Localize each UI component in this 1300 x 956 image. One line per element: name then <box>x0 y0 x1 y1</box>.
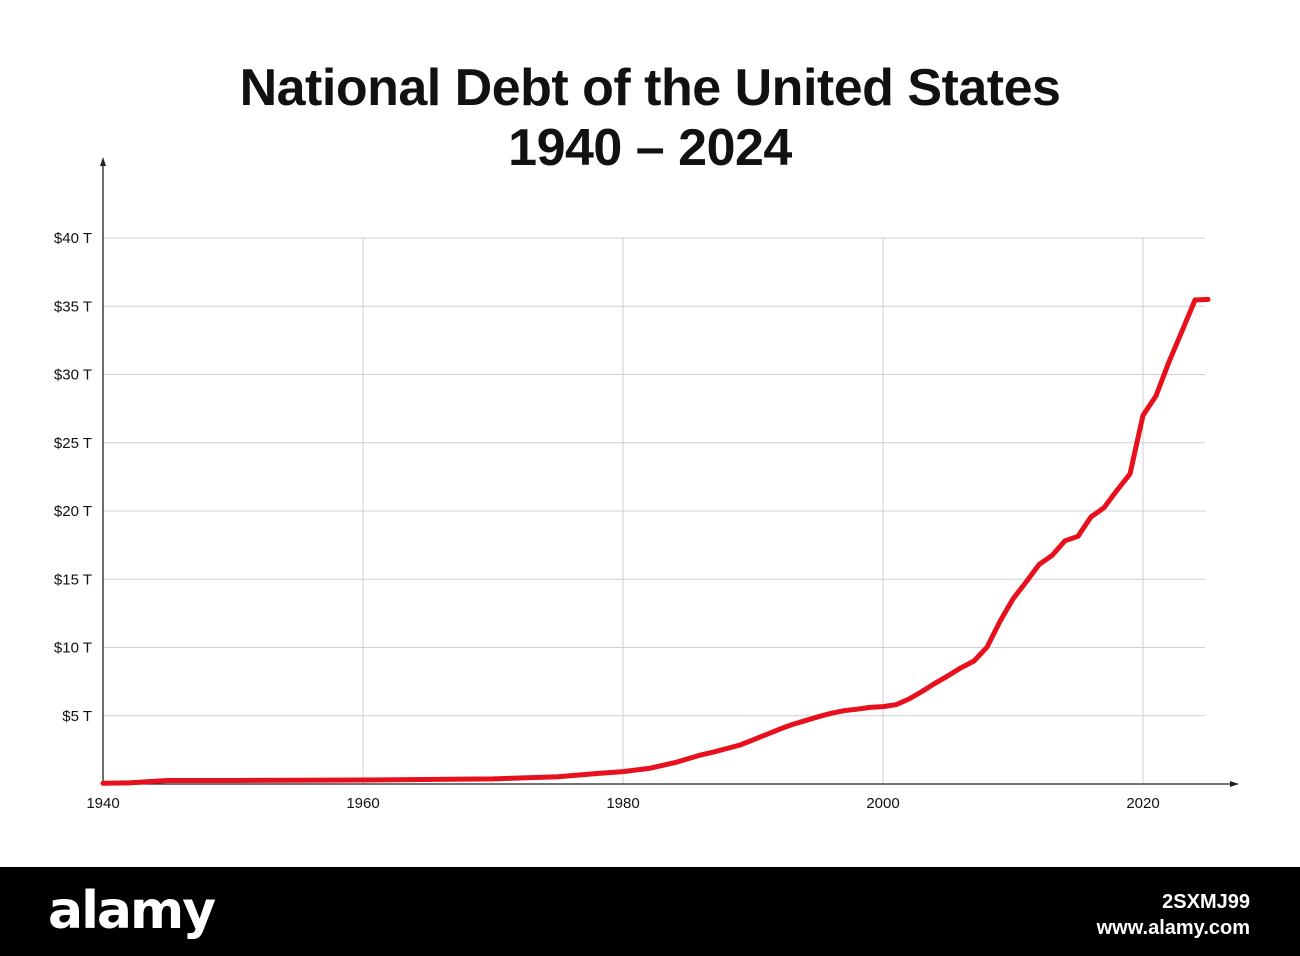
image-id: 2SXMJ99 www.alamy.com <box>1097 889 1250 941</box>
chart-title: National Debt of the United States <box>239 59 1061 117</box>
x-tick-label: 2000 <box>866 795 899 812</box>
chart-title-block: National Debt of the United States 1940 … <box>0 58 1300 178</box>
y-tick-label: $25 T <box>54 435 92 452</box>
watermark-footer: alamy 2SXMJ99 www.alamy.com <box>0 867 1300 956</box>
image-id-site: www.alamy.com <box>1096 917 1250 939</box>
grid <box>103 237 1205 784</box>
line-chart: $5 T $10 T $15 T $20 T $25 T $30 T $35 T $40 T 1… <box>54 157 1239 812</box>
y-tick-label: $40 T <box>54 230 92 247</box>
tick-labels: $5 T $10 T $15 T $20 T $25 T $30 T $35 T $40 T 1… <box>54 230 1160 812</box>
axes <box>100 157 1239 787</box>
y-axis-arrow <box>100 157 106 166</box>
y-tick-label: $20 T <box>54 503 92 520</box>
y-tick-label: $5 T <box>62 708 92 725</box>
y-tick-label: $30 T <box>54 367 92 384</box>
y-tick-label: $35 T <box>54 298 92 315</box>
y-tick-label: $10 T <box>54 640 92 657</box>
x-tick-label: 2020 <box>1126 795 1159 812</box>
x-tick-label: 1980 <box>606 795 639 812</box>
debt-series-line <box>100 296 1211 786</box>
chart-subtitle: 1940 – 2024 <box>508 119 792 177</box>
alamy-logo: alamy <box>48 881 216 941</box>
y-tick-label: $15 T <box>54 571 92 588</box>
series-group <box>100 296 1211 786</box>
x-axis-arrow <box>1230 781 1239 787</box>
image-id-code: 2SXMJ99 <box>1162 891 1250 913</box>
x-tick-label: 1960 <box>346 795 379 812</box>
x-tick-label: 1940 <box>86 795 119 812</box>
